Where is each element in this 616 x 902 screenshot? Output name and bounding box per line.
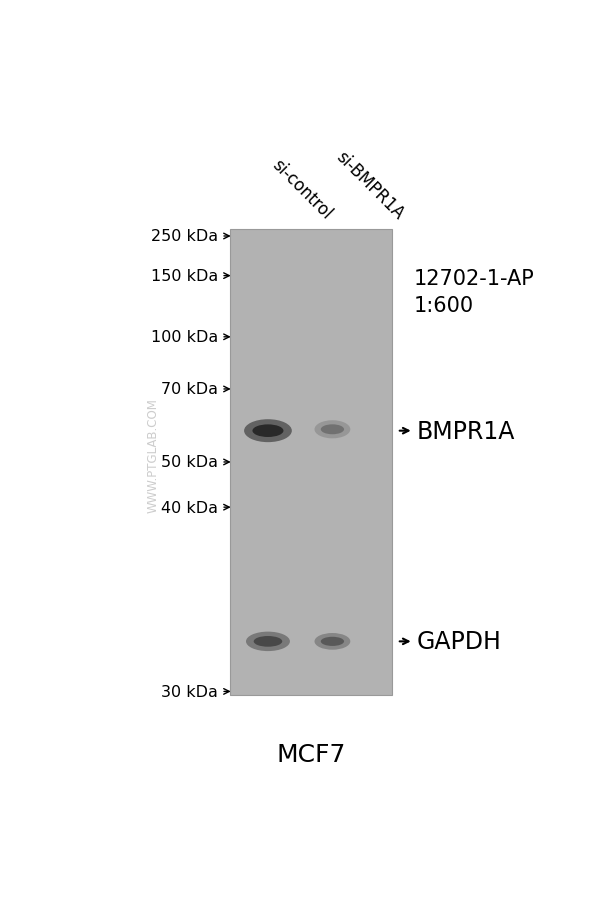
Ellipse shape bbox=[315, 420, 351, 439]
Ellipse shape bbox=[254, 636, 282, 647]
Ellipse shape bbox=[244, 419, 292, 443]
Text: 30 kDa: 30 kDa bbox=[161, 684, 218, 699]
Text: MCF7: MCF7 bbox=[276, 742, 346, 766]
Bar bbox=[230, 230, 392, 695]
Ellipse shape bbox=[253, 425, 283, 437]
Text: GAPDH: GAPDH bbox=[417, 630, 502, 654]
Ellipse shape bbox=[315, 633, 351, 650]
Text: 150 kDa: 150 kDa bbox=[150, 269, 218, 284]
Text: 12702-1-AP
1:600: 12702-1-AP 1:600 bbox=[413, 269, 534, 316]
Text: BMPR1A: BMPR1A bbox=[417, 419, 515, 443]
Ellipse shape bbox=[246, 632, 290, 651]
Text: 50 kDa: 50 kDa bbox=[161, 455, 218, 470]
Text: 250 kDa: 250 kDa bbox=[151, 229, 218, 244]
Text: 70 kDa: 70 kDa bbox=[161, 382, 218, 397]
Text: si-control: si-control bbox=[268, 156, 335, 223]
Ellipse shape bbox=[321, 425, 344, 435]
Text: 100 kDa: 100 kDa bbox=[150, 330, 218, 345]
Text: 40 kDa: 40 kDa bbox=[161, 500, 218, 515]
Ellipse shape bbox=[321, 637, 344, 646]
Text: WWW.PTGLAB.COM: WWW.PTGLAB.COM bbox=[147, 398, 160, 513]
Text: si-BMPR1A: si-BMPR1A bbox=[333, 148, 407, 223]
